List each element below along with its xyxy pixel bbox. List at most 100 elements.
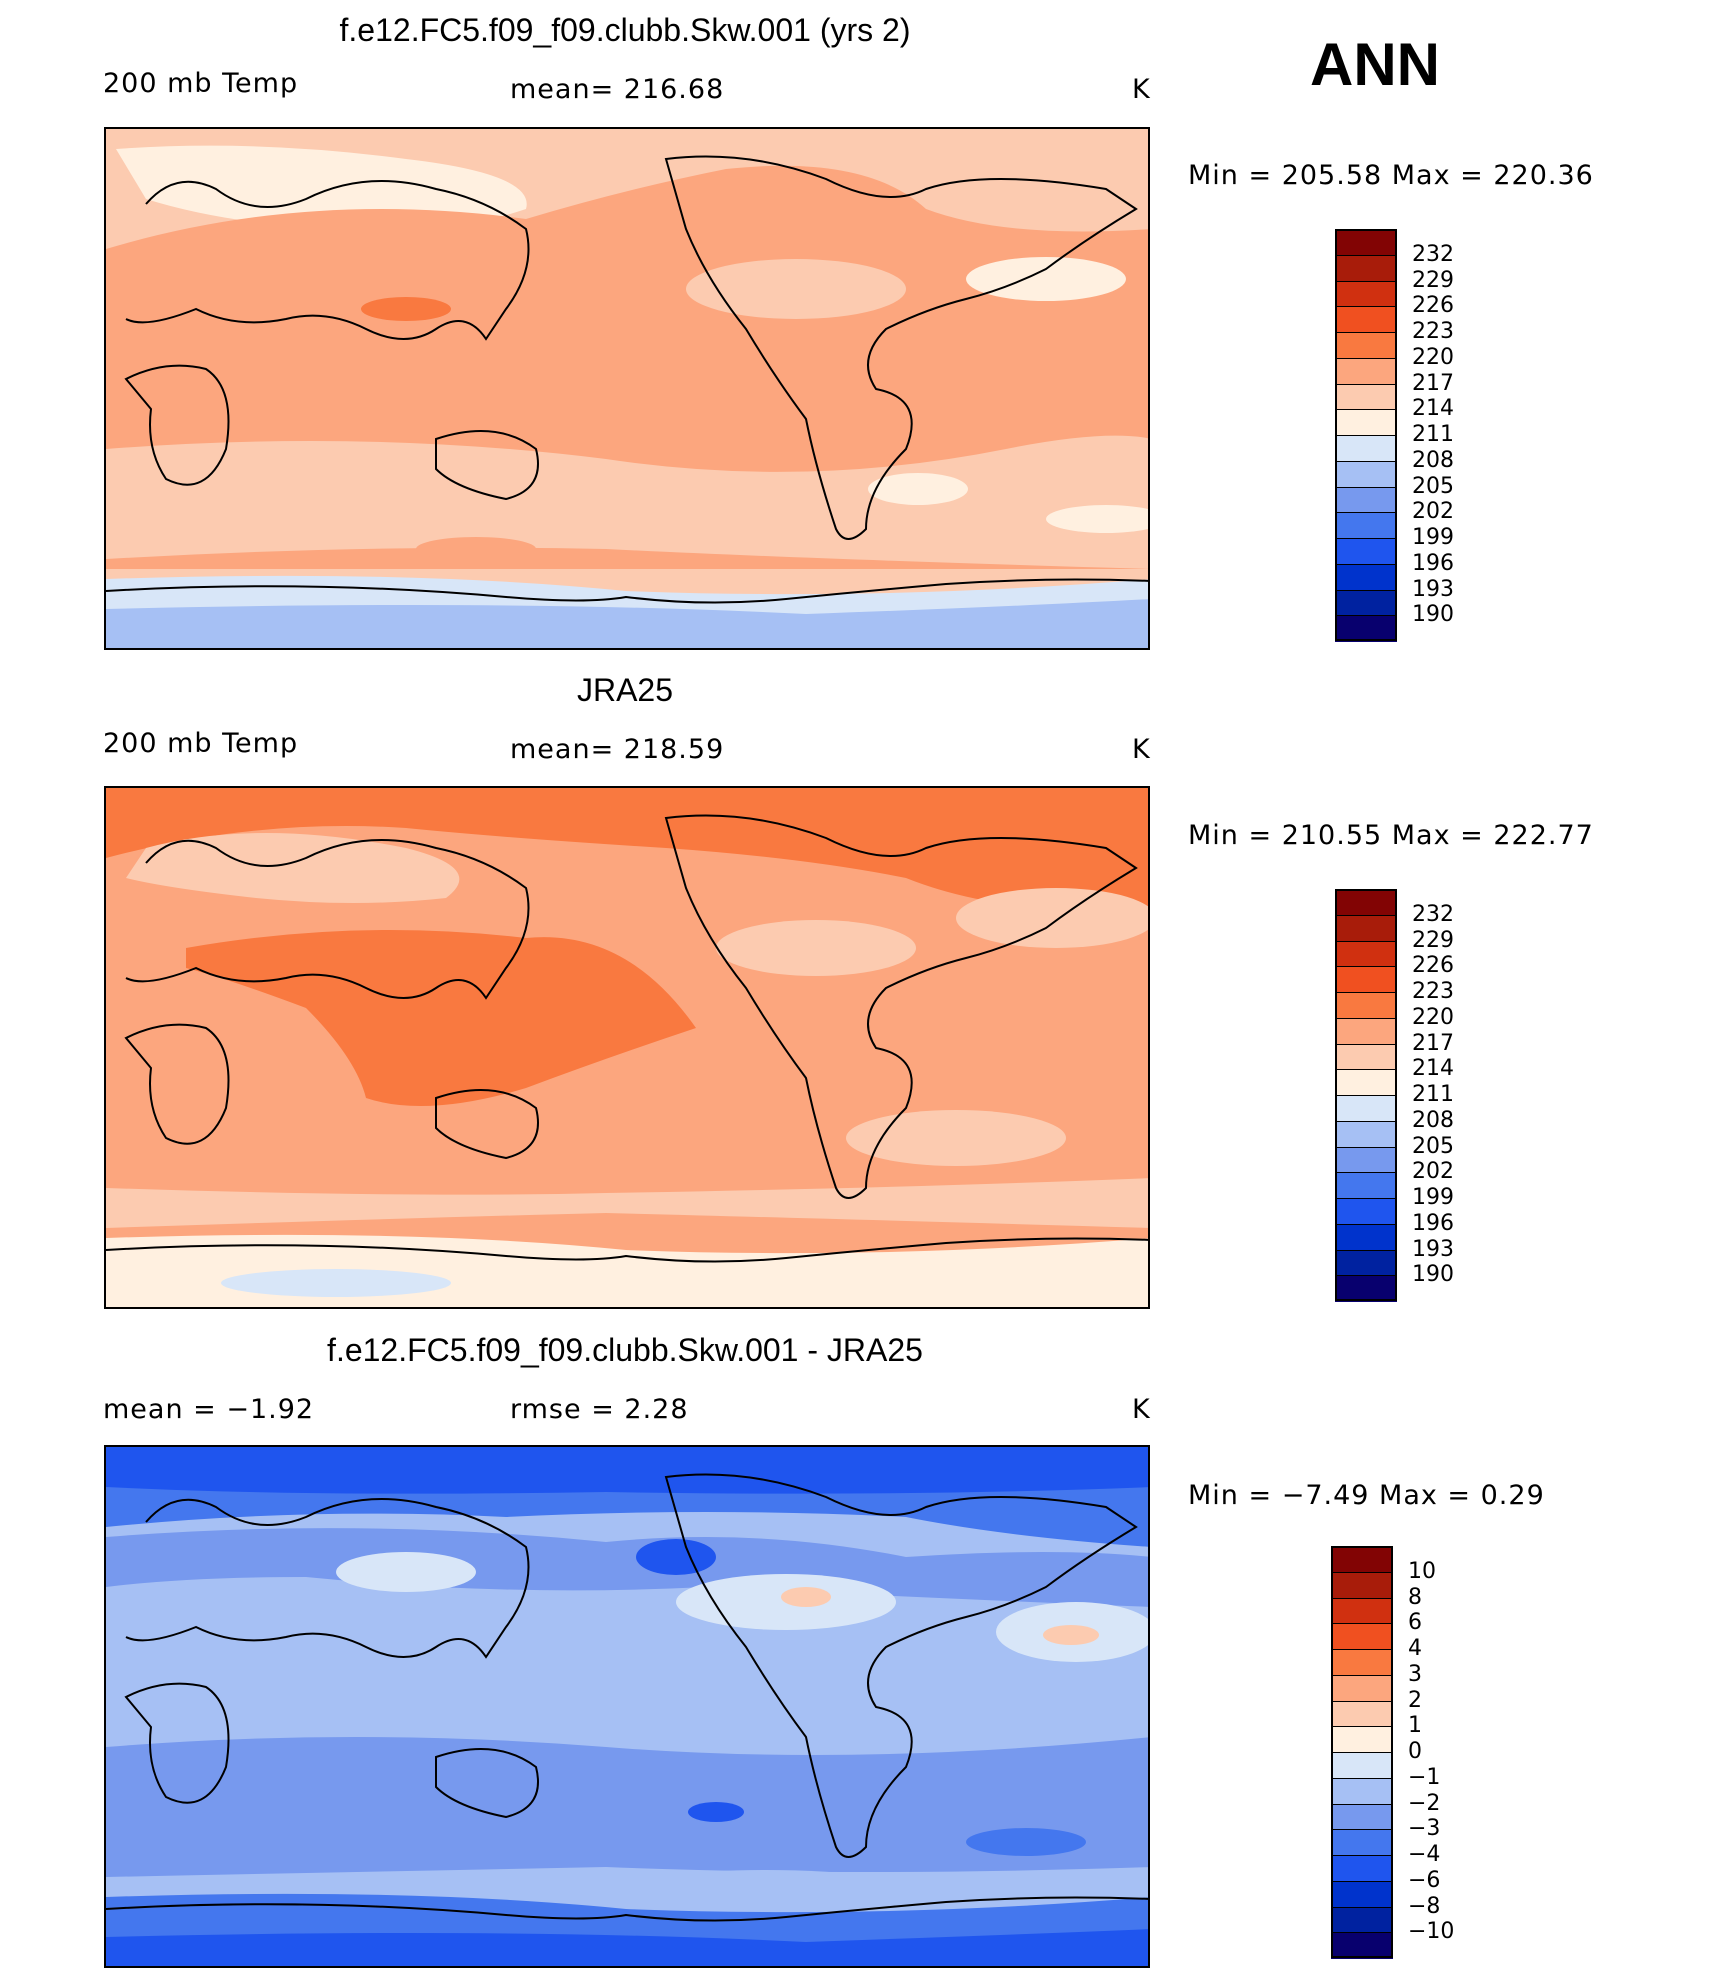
colorbar-tick-label: 232 bbox=[1412, 241, 1454, 267]
colorbar-swatch bbox=[1335, 280, 1397, 308]
colorbar-tick-label: 208 bbox=[1412, 447, 1454, 473]
colorbar-swatch bbox=[1335, 357, 1397, 385]
colorbar-swatch bbox=[1331, 1726, 1393, 1753]
colorbar-tick-label: 229 bbox=[1412, 267, 1454, 293]
colorbar-swatch bbox=[1335, 435, 1397, 462]
panel-2-contour-field bbox=[106, 788, 1148, 1307]
colorbar-tick-label: 214 bbox=[1412, 1056, 1454, 1082]
colorbar-swatch bbox=[1335, 889, 1397, 916]
colorbar-tick-label: 214 bbox=[1412, 396, 1454, 422]
colorbar-tick-label: −2 bbox=[1408, 1790, 1441, 1816]
colorbar-swatch bbox=[1335, 1249, 1397, 1277]
panel-3-midlat-band bbox=[106, 1528, 1148, 1607]
colorbar-tick-label: 196 bbox=[1412, 1210, 1454, 1236]
colorbar-swatch bbox=[1335, 1069, 1397, 1096]
colorbar-tick-label: 190 bbox=[1412, 1262, 1454, 1288]
colorbar-tick-label: −1 bbox=[1408, 1764, 1441, 1790]
colorbar-swatch bbox=[1335, 383, 1397, 411]
panel-2-natl-patch bbox=[956, 888, 1148, 948]
colorbar-tick-label: 4 bbox=[1408, 1636, 1422, 1661]
colorbar-swatch bbox=[1335, 1120, 1397, 1148]
colorbar-swatch bbox=[1335, 486, 1397, 514]
colorbar-swatch bbox=[1331, 1803, 1393, 1831]
colorbar-swatch bbox=[1331, 1597, 1393, 1625]
colorbar-swatch bbox=[1335, 966, 1397, 993]
panel-2-minmax: Min = 210.55 Max = 222.77 bbox=[1188, 820, 1594, 851]
colorbar-tick-label: 211 bbox=[1412, 422, 1454, 447]
colorbar-tick-label: 229 bbox=[1412, 927, 1454, 953]
colorbar-tick-label: 2 bbox=[1408, 1687, 1422, 1713]
colorbar-tick-label: 199 bbox=[1412, 525, 1454, 550]
colorbar-swatch bbox=[1335, 1172, 1397, 1199]
panel-1-natl-patch bbox=[966, 257, 1126, 301]
colorbar-swatch bbox=[1331, 1906, 1393, 1934]
colorbar-tick-label: 202 bbox=[1412, 1159, 1454, 1185]
panel-3-south-band bbox=[106, 1737, 1148, 1877]
panel-3-mean-label: mean = −1.92 bbox=[103, 1394, 315, 1425]
colorbar-tick-label: 193 bbox=[1412, 1236, 1454, 1262]
colorbar-tick-label: −10 bbox=[1408, 1919, 1455, 1945]
panel-1-tibet-patch bbox=[361, 297, 451, 321]
panel-1-title: f.e12.FC5.f09_f09.clubb.Skw.001 (yrs 2) bbox=[339, 12, 911, 48]
colorbar-tick-label: 199 bbox=[1412, 1185, 1454, 1210]
colorbar-swatch bbox=[1335, 914, 1397, 942]
colorbar-swatch bbox=[1335, 992, 1397, 1019]
colorbar-tick-label: 6 bbox=[1408, 1610, 1422, 1636]
panel-3-coastlines bbox=[106, 1473, 1148, 1922]
panel-2-coastlines bbox=[106, 814, 1148, 1263]
panel-3-title: f.e12.FC5.f09_f09.clubb.Skw.001 - JRA25 bbox=[327, 1332, 923, 1368]
colorbar-swatch bbox=[1331, 1674, 1393, 1702]
panel-3-contour-field bbox=[106, 1447, 1148, 1966]
colorbar-tick-label: 220 bbox=[1412, 1004, 1454, 1030]
colorbar-tick-label: 196 bbox=[1412, 550, 1454, 576]
colorbar-swatch bbox=[1331, 1880, 1393, 1908]
colorbar-swatch bbox=[1331, 1700, 1393, 1728]
colorbar-swatch bbox=[1335, 940, 1397, 968]
colorbar-tick-label: 190 bbox=[1412, 602, 1454, 628]
panel-2-colorbar bbox=[1335, 889, 1397, 1302]
panel-3-rmse-label: rmse = 2.28 bbox=[510, 1394, 689, 1425]
panel-1-npac-patch bbox=[686, 259, 906, 319]
panel-2-mean-label: mean= 218.59 bbox=[510, 734, 725, 765]
colorbar-swatch bbox=[1335, 306, 1397, 333]
colorbar-tick-label: 205 bbox=[1412, 473, 1454, 499]
panel-2-map bbox=[104, 786, 1150, 1309]
panel-1-coastlines bbox=[106, 155, 1148, 604]
colorbar-swatch bbox=[1335, 1275, 1397, 1302]
colorbar-swatch bbox=[1331, 1649, 1393, 1676]
colorbar-tick-label: 217 bbox=[1412, 1030, 1454, 1056]
colorbar-swatch bbox=[1335, 589, 1397, 617]
panel-3-warm-patch bbox=[781, 1587, 831, 1607]
colorbar-swatch bbox=[1335, 254, 1397, 282]
panel-3-minmax: Min = −7.49 Max = 0.29 bbox=[1188, 1480, 1545, 1511]
colorbar-swatch bbox=[1331, 1777, 1393, 1805]
panel-1-contour-field bbox=[106, 129, 1148, 648]
panel-1-mean-label: mean= 216.68 bbox=[510, 74, 725, 105]
colorbar-tick-label: 208 bbox=[1412, 1107, 1454, 1133]
colorbar-tick-label: 223 bbox=[1412, 979, 1454, 1004]
colorbar-swatch bbox=[1335, 409, 1397, 436]
colorbar-tick-label: 217 bbox=[1412, 370, 1454, 396]
panel-1-units-label: K bbox=[1132, 74, 1151, 105]
colorbar-swatch bbox=[1335, 563, 1397, 591]
panel-1-minmax: Min = 205.58 Max = 220.36 bbox=[1188, 160, 1594, 191]
panel-1-colorbar bbox=[1335, 229, 1397, 642]
colorbar-swatch bbox=[1331, 1752, 1393, 1779]
colorbar-tick-label: −4 bbox=[1408, 1842, 1441, 1867]
season-label: ANN bbox=[1310, 31, 1440, 98]
panel-2-title: JRA25 bbox=[576, 672, 674, 708]
panel-1-map bbox=[104, 127, 1150, 650]
colorbar-tick-label: 205 bbox=[1412, 1133, 1454, 1159]
colorbar-swatch bbox=[1331, 1623, 1393, 1650]
colorbar-tick-label: 193 bbox=[1412, 576, 1454, 602]
colorbar-tick-label: 8 bbox=[1408, 1584, 1422, 1610]
panel-2-eurasia-patch bbox=[126, 833, 460, 903]
colorbar-tick-label: 10 bbox=[1408, 1558, 1436, 1584]
colorbar-tick-label: 232 bbox=[1412, 901, 1454, 927]
colorbar-swatch bbox=[1331, 1829, 1393, 1856]
colorbar-swatch bbox=[1335, 1146, 1397, 1174]
panel-2-spac-patch bbox=[846, 1110, 1066, 1166]
colorbar-tick-label: 202 bbox=[1412, 499, 1454, 525]
panel-2-arctic-band bbox=[106, 788, 1148, 910]
colorbar-swatch bbox=[1335, 1223, 1397, 1251]
